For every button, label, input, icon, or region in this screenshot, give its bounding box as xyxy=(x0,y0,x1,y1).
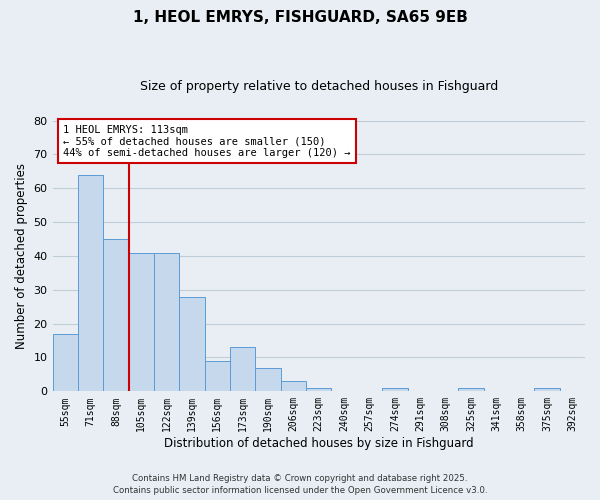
Bar xyxy=(458,388,484,392)
Bar xyxy=(230,348,256,392)
Bar xyxy=(154,252,179,392)
Text: Contains HM Land Registry data © Crown copyright and database right 2025.
Contai: Contains HM Land Registry data © Crown c… xyxy=(113,474,487,495)
Bar xyxy=(103,239,128,392)
Text: 1 HEOL EMRYS: 113sqm
← 55% of detached houses are smaller (150)
44% of semi-deta: 1 HEOL EMRYS: 113sqm ← 55% of detached h… xyxy=(63,124,350,158)
Bar xyxy=(53,334,78,392)
Bar xyxy=(306,388,331,392)
Bar xyxy=(281,381,306,392)
Bar xyxy=(382,388,407,392)
Bar xyxy=(128,252,154,392)
Bar xyxy=(256,368,281,392)
Bar xyxy=(205,361,230,392)
Title: Size of property relative to detached houses in Fishguard: Size of property relative to detached ho… xyxy=(140,80,498,93)
X-axis label: Distribution of detached houses by size in Fishguard: Distribution of detached houses by size … xyxy=(164,437,473,450)
Y-axis label: Number of detached properties: Number of detached properties xyxy=(15,163,28,349)
Text: 1, HEOL EMRYS, FISHGUARD, SA65 9EB: 1, HEOL EMRYS, FISHGUARD, SA65 9EB xyxy=(133,10,467,25)
Bar xyxy=(179,296,205,392)
Bar xyxy=(78,174,103,392)
Bar xyxy=(534,388,560,392)
